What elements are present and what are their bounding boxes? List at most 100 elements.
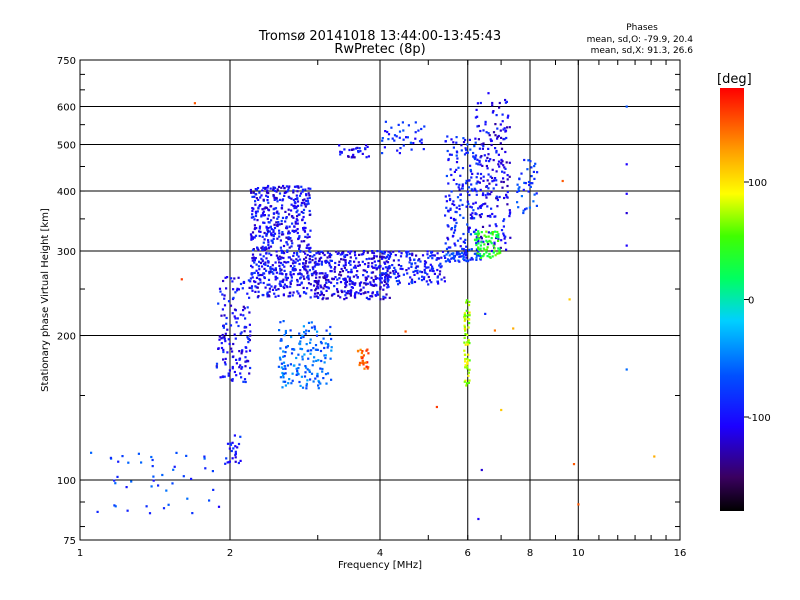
data-point [317,359,320,362]
data-point [386,283,389,286]
data-point [504,150,507,154]
data-point [259,273,262,277]
data-point [463,153,467,156]
data-point [291,222,294,225]
data-point [482,203,485,206]
data-point [339,253,342,256]
data-point [284,372,287,375]
data-point [261,248,264,251]
data-point [227,372,230,375]
data-point [293,230,296,233]
data-point [367,155,370,158]
data-point [354,254,357,257]
data-point [344,281,347,285]
data-point [470,176,473,179]
data-point [325,276,328,279]
data-point [481,147,484,150]
data-point [387,257,390,260]
data-point [430,254,434,257]
data-point [269,245,273,248]
data-point [221,333,224,337]
data-point [292,189,295,192]
data-point [281,204,284,207]
data-point [462,253,465,256]
data-point [288,185,291,188]
data-point [484,194,487,197]
y-tick-label: 300 [57,247,76,258]
data-point [302,208,306,211]
data-point [278,272,281,275]
data-point [307,282,311,285]
data-point [387,285,390,288]
data-point [272,212,276,215]
data-point [302,228,305,231]
data-point [171,482,174,485]
data-point [479,101,482,105]
data-point [461,183,464,186]
data-point [461,203,464,206]
data-point [382,288,385,291]
data-point [457,251,460,254]
data-point [288,225,291,228]
data-point [330,259,333,262]
data-point [464,315,467,318]
data-point [372,266,375,269]
data-point [384,276,387,279]
data-point [299,340,302,343]
data-point [489,158,492,161]
data-point [496,127,499,130]
data-point [251,249,255,252]
y-tick-label: 100 [57,476,76,487]
data-point [260,215,263,218]
data-point [466,314,469,317]
data-point [453,203,456,207]
data-point [432,254,435,257]
data-point [376,290,379,294]
data-point [374,264,377,267]
data-point [484,120,487,123]
data-point [273,196,276,199]
data-point [497,233,500,236]
data-point [445,200,448,203]
data-point [459,214,462,217]
data-point [447,158,450,162]
data-point [479,188,482,191]
data-point [225,316,228,320]
data-point [474,228,478,231]
data-point [365,258,368,261]
data-point [461,187,464,190]
data-point [152,479,155,482]
data-point [479,256,483,259]
data-point [354,292,357,295]
data-point [338,144,341,147]
data-point [330,266,333,269]
data-point [409,276,412,279]
data-point [463,341,466,344]
data-point [324,342,327,345]
data-point [330,378,333,381]
data-point [269,225,272,228]
data-point [499,246,502,249]
data-point [499,129,502,132]
data-point [262,255,265,258]
data-point [269,270,273,273]
data-point [259,196,262,199]
data-point [475,182,478,185]
data-point [279,358,282,361]
data-point [249,334,252,337]
data-point [165,489,168,492]
data-point [304,332,307,335]
data-point [300,210,303,214]
data-point [447,238,450,241]
data-point [328,264,331,267]
data-point [469,164,472,167]
data-point [312,347,315,350]
data-point [414,137,417,140]
data-point [306,233,309,236]
data-point [286,243,289,246]
data-point [478,214,482,217]
data-point [280,222,283,225]
chart-subtitle: RwPretec (8p) [334,42,425,57]
data-point [268,270,271,273]
data-point [261,208,264,211]
